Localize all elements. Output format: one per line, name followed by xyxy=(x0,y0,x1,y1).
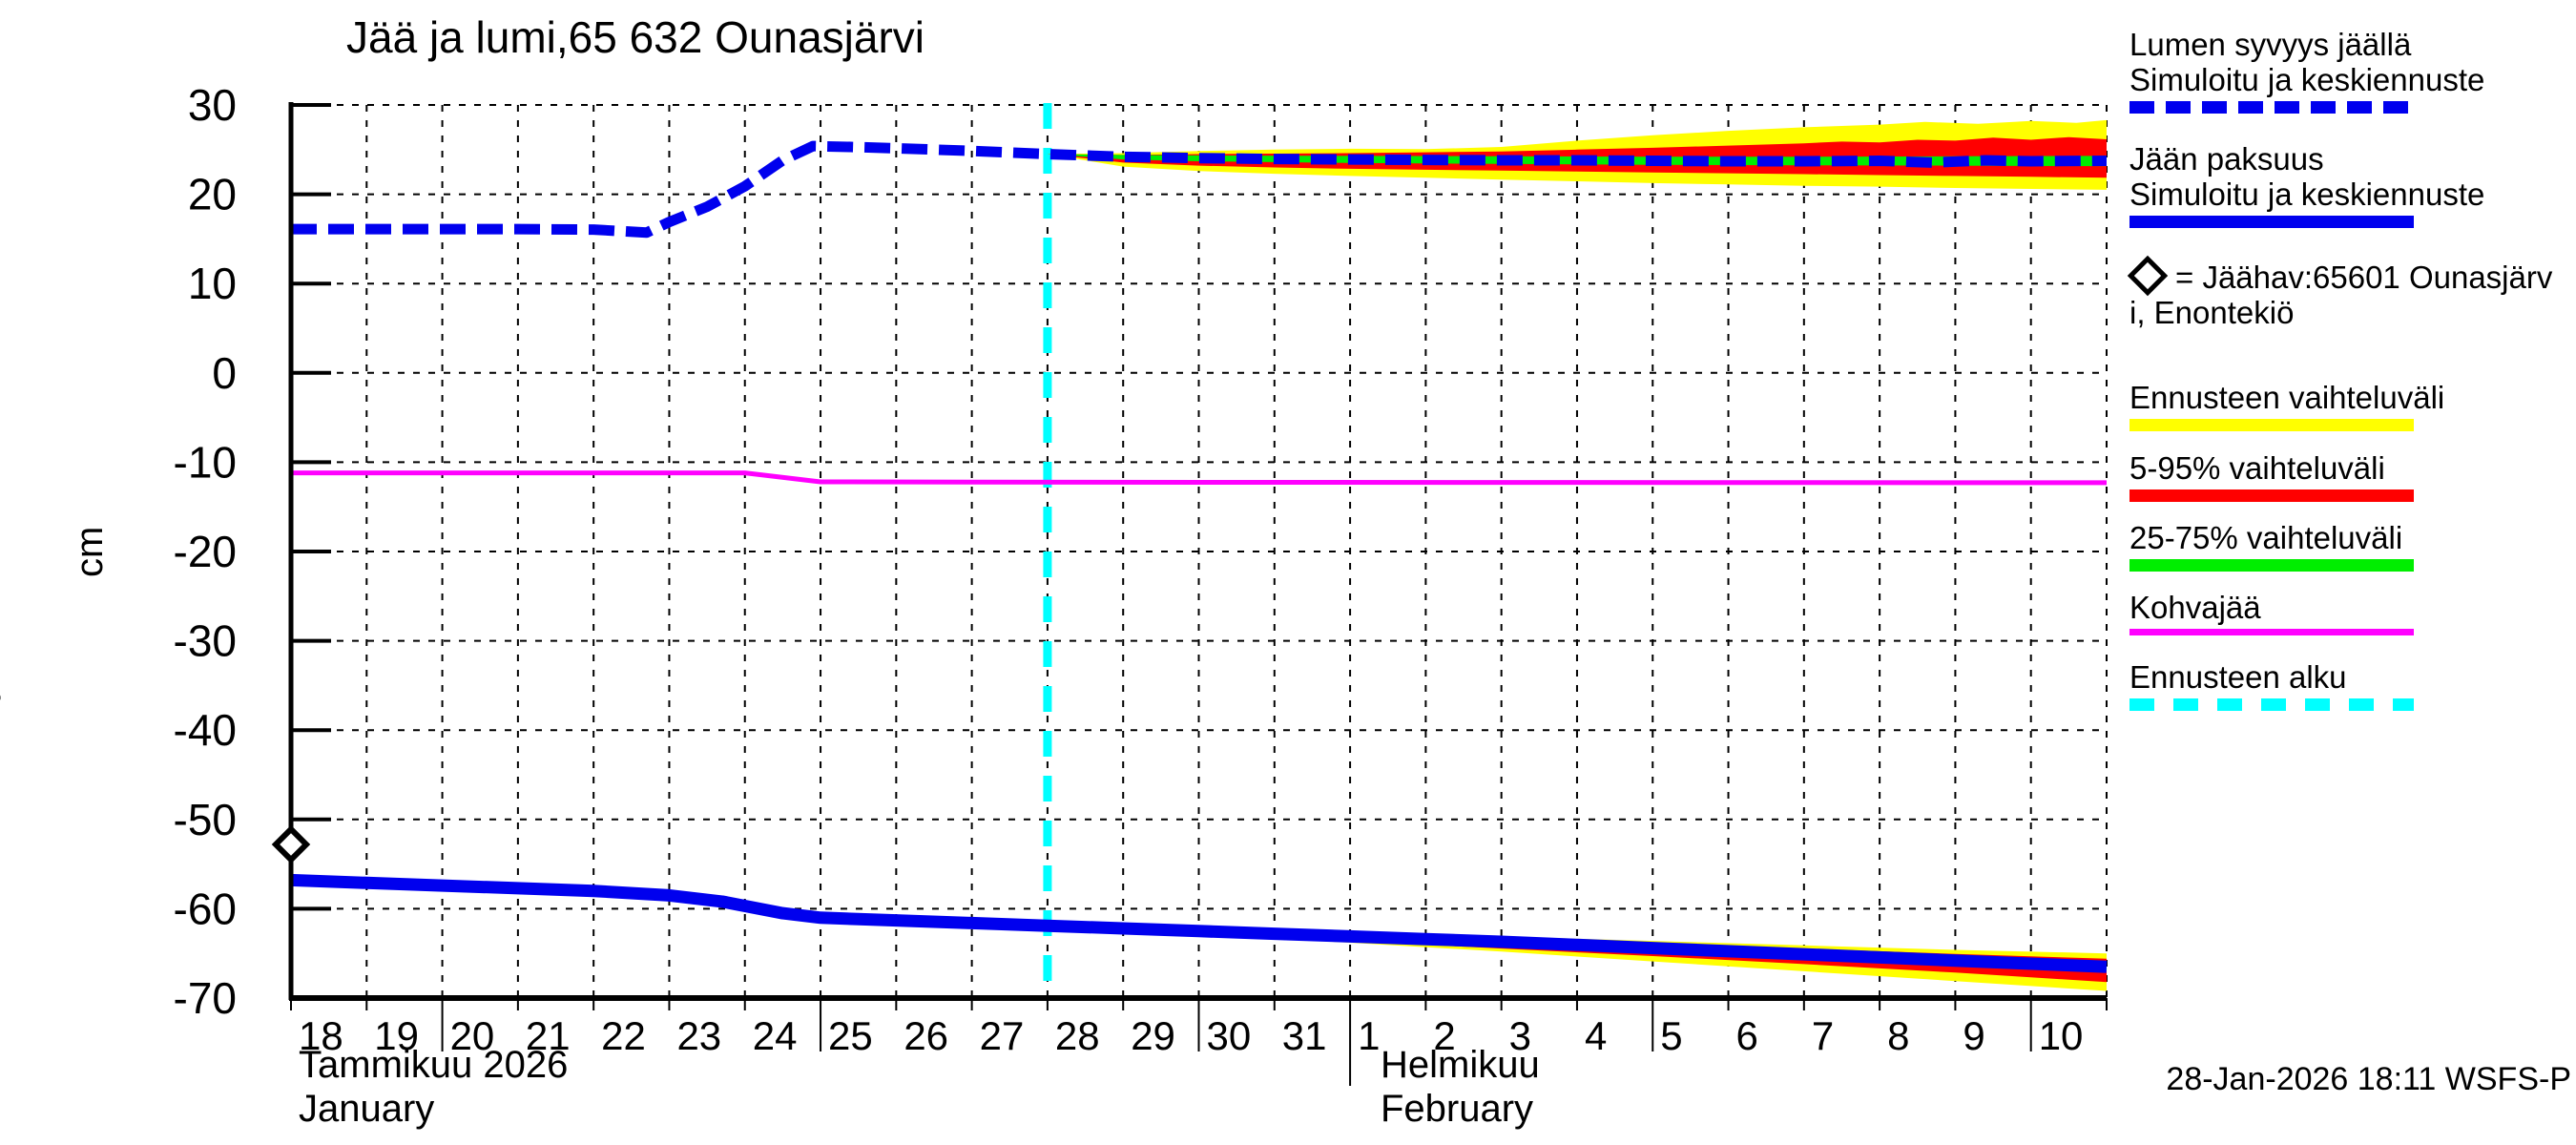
x-day-label: 23 xyxy=(676,1013,721,1058)
y-tick-label: 20 xyxy=(188,170,237,219)
ice-thickness-line xyxy=(290,873,2108,973)
x-day-label: 28 xyxy=(1055,1013,1100,1058)
x-day-label: 2 xyxy=(1433,1013,1455,1058)
y-tick-label: 0 xyxy=(212,348,237,398)
x-day-label: 9 xyxy=(1963,1013,1984,1058)
month-label-january-en: January xyxy=(299,1088,435,1130)
y-tick-label: -70 xyxy=(174,973,237,1023)
x-day-label: 7 xyxy=(1812,1013,1834,1058)
x-day-label: 5 xyxy=(1660,1013,1682,1058)
x-day-label: 6 xyxy=(1736,1013,1758,1058)
x-day-label: 31 xyxy=(1282,1013,1327,1058)
x-day-label: 29 xyxy=(1131,1013,1175,1058)
run-timestamp: 28-Jan-2026 18:11 WSFS-P xyxy=(2166,1061,2571,1097)
y-tick-label: 30 xyxy=(188,80,237,130)
y-tick-label: -10 xyxy=(174,437,237,487)
x-day-label: 26 xyxy=(904,1013,948,1058)
y-tick-label: -20 xyxy=(174,527,237,576)
y-tick-label: -60 xyxy=(174,884,237,933)
ice-observation-marker xyxy=(271,824,311,864)
y-tick-label: -40 xyxy=(174,705,237,755)
x-day-label: 21 xyxy=(526,1013,571,1058)
x-day-label: 20 xyxy=(450,1013,495,1058)
x-day-label: 8 xyxy=(1887,1013,1909,1058)
y-tick-label: 10 xyxy=(188,259,237,308)
x-day-label: 3 xyxy=(1509,1013,1531,1058)
x-day-label: 19 xyxy=(374,1013,419,1058)
x-day-label: 22 xyxy=(601,1013,646,1058)
x-day-label: 1 xyxy=(1358,1013,1380,1058)
month-label-february-fi: Helmikuu xyxy=(1381,1044,1540,1086)
x-day-label: 30 xyxy=(1207,1013,1252,1058)
y-tick-label: -50 xyxy=(174,795,237,844)
kohvajaa-line xyxy=(291,470,2108,486)
month-label-january-fi: Tammikuu 2026 xyxy=(299,1044,569,1086)
x-day-label: 24 xyxy=(753,1013,798,1058)
snow-depth-line xyxy=(291,140,2108,239)
x-day-label: 18 xyxy=(299,1013,343,1058)
x-day-label: 27 xyxy=(980,1013,1025,1058)
x-day-label: 4 xyxy=(1585,1013,1607,1058)
chart-title: Jää ja lumi,65 632 Ounasjärvi xyxy=(346,12,924,62)
month-label-february-en: February xyxy=(1381,1088,1534,1130)
x-day-label: 25 xyxy=(828,1013,873,1058)
y-tick-label: -30 xyxy=(174,616,237,666)
x-day-label: 10 xyxy=(2039,1013,2084,1058)
